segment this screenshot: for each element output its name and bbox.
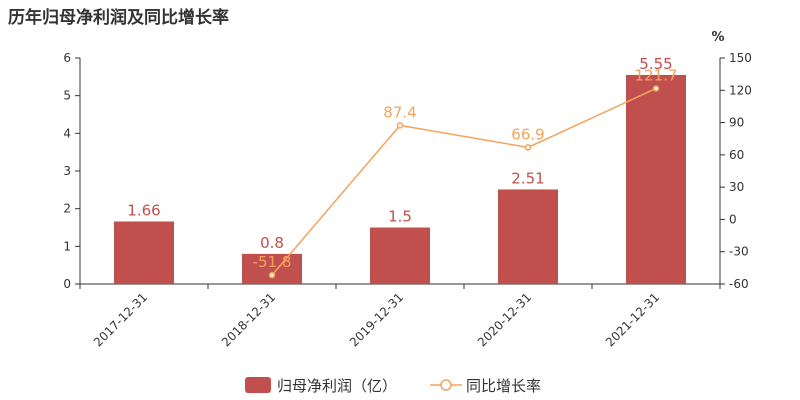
line-value-label: 66.9 [511,125,544,143]
right-axis-tick-label: -30 [729,245,749,259]
right-axis-tick-label: -60 [729,277,749,291]
bar-value-label: 1.5 [388,208,412,226]
bar-value-label: 2.51 [511,169,544,187]
bar-series [114,74,686,284]
legend-bar-label: 归母净利润（亿） [277,377,397,395]
left-axis-tick-label: 3 [63,164,71,178]
bar-value-label: 1.66 [127,201,160,219]
left-axis-tick-label: 5 [63,89,71,103]
left-axis-tick-label: 0 [63,277,71,291]
x-axis-tick-label: 2018-12-31 [219,290,278,349]
bar [498,189,558,284]
legend: 归母净利润（亿） 同比增长率 [245,377,541,395]
growth-line [271,87,657,276]
line-value-label: 121.7 [635,66,678,84]
line-point [268,271,276,279]
legend-line-label: 同比增长率 [466,377,541,395]
bar [114,221,174,284]
right-axis-tick-label: 150 [729,51,752,65]
left-axis-tick-label: 2 [63,202,71,216]
right-axis-tick-label: 120 [729,83,752,97]
x-axis-tick-label: 2021-12-31 [603,290,662,349]
bar-value-label: 0.8 [260,234,284,252]
left-axis-tick-label: 1 [63,239,71,253]
x-axis-tick-label: 2020-12-31 [475,290,534,349]
bar [242,253,302,284]
legend-bar-swatch [245,377,271,393]
line-point [396,122,404,129]
x-axis-tick-label: 2019-12-31 [347,290,406,349]
line-point [524,144,532,151]
data-labels: 1.66 0.8 1.5 2.51 5.55 -51.8 87.4 66.9 121.7 [127,55,677,271]
line-point [652,85,660,92]
right-axis-tick-label: 90 [729,116,744,130]
right-axis-unit: % [711,30,724,45]
right-axis-tick-label: 0 [729,212,737,226]
line-value-label: 87.4 [383,103,416,121]
bar [626,74,686,284]
left-axis-tick-label: 6 [63,51,71,65]
chart-title: 历年归母净利润及同比增长率 [8,8,229,28]
legend-line-marker [440,379,452,391]
right-axis-tick-label: 60 [729,148,744,162]
bar [370,227,430,284]
right-axis-tick-label: 30 [729,180,744,194]
line-value-label: -51.8 [253,253,292,271]
line-series [268,85,660,279]
x-axis-tick-label: 2017-12-31 [91,290,150,349]
left-axis-tick-label: 4 [63,126,71,140]
bar-value-label: 5.55 [639,55,672,73]
